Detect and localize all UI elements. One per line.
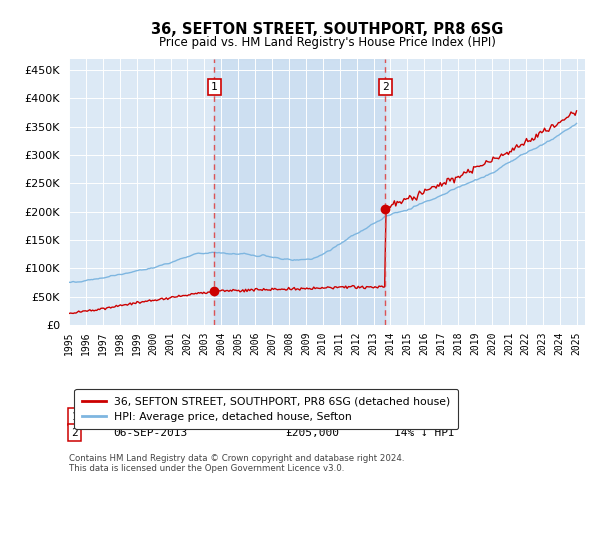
Title: 36, SEFTON STREET, SOUTHPORT, PR8 6SG: 36, SEFTON STREET, SOUTHPORT, PR8 6SG — [151, 22, 503, 37]
Text: 31-JUL-2003: 31-JUL-2003 — [113, 412, 187, 422]
Text: £60,000: £60,000 — [286, 412, 333, 422]
Legend: 36, SEFTON STREET, SOUTHPORT, PR8 6SG (detached house), HPI: Average price, deta: 36, SEFTON STREET, SOUTHPORT, PR8 6SG (d… — [74, 389, 458, 430]
Text: 65% ↓ HPI: 65% ↓ HPI — [394, 412, 455, 422]
Text: 2: 2 — [71, 427, 79, 437]
Text: Price paid vs. HM Land Registry's House Price Index (HPI): Price paid vs. HM Land Registry's House … — [158, 36, 496, 49]
Text: £205,000: £205,000 — [286, 427, 340, 437]
Text: 06-SEP-2013: 06-SEP-2013 — [113, 427, 187, 437]
Bar — [214, 59, 385, 325]
Text: 2: 2 — [382, 82, 388, 92]
Text: Contains HM Land Registry data © Crown copyright and database right 2024.
This d: Contains HM Land Registry data © Crown c… — [69, 454, 404, 473]
Text: 14% ↓ HPI: 14% ↓ HPI — [394, 427, 455, 437]
Text: 1: 1 — [211, 82, 218, 92]
Text: 1: 1 — [71, 412, 79, 422]
